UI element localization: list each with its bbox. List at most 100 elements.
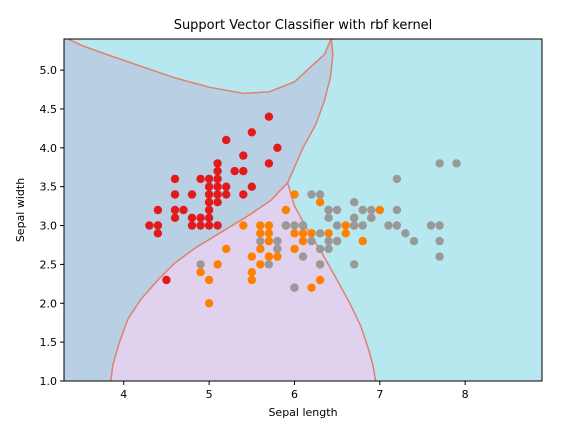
data-point-class-2-7 <box>290 221 299 230</box>
data-point-class-2-11 <box>307 236 316 246</box>
data-point-class-2-12 <box>315 229 325 238</box>
data-point-class-1-13 <box>264 236 274 246</box>
decision-boundary-0-1 <box>110 182 289 381</box>
data-point-class-1-28 <box>307 283 316 292</box>
x-axis-label: Sepal length <box>268 406 337 419</box>
data-point-class-1-36 <box>341 221 350 230</box>
data-point-class-2-42 <box>298 221 308 230</box>
data-point-class-0-3 <box>153 229 163 238</box>
y-axis-ticks: 1.0 1.5 2.0 2.5 3.0 3.5 4.0 4.5 5.0 <box>40 64 64 388</box>
data-point-class-2-2 <box>264 260 274 269</box>
data-point-class-2-30 <box>384 221 393 230</box>
data-point-class-1-27 <box>307 229 316 238</box>
data-point-class-2-10 <box>307 190 316 199</box>
y-tick-label: 3.0 <box>40 220 58 233</box>
data-point-class-0-2 <box>153 221 163 230</box>
data-point-class-0-7 <box>170 205 180 215</box>
y-axis-label: Sepal width <box>14 178 27 242</box>
decision-region-class-1 <box>110 182 376 381</box>
plot-area <box>64 39 542 381</box>
data-point-class-2-41 <box>452 159 461 168</box>
data-point-class-0-15 <box>196 221 205 230</box>
plot-frame <box>63 38 543 382</box>
data-point-class-2-40 <box>435 252 444 261</box>
data-point-class-2-39 <box>435 236 444 246</box>
data-point-class-2-34 <box>401 229 410 238</box>
data-point-class-0-5 <box>170 174 180 184</box>
data-point-class-0-1 <box>153 205 163 215</box>
data-point-class-2-24 <box>350 198 359 207</box>
data-point-class-1-22 <box>290 244 299 254</box>
data-point-class-0-33 <box>239 190 248 199</box>
data-point-class-2-29 <box>367 213 376 222</box>
data-point-class-0-14 <box>196 213 205 222</box>
data-point-class-2-32 <box>392 205 402 215</box>
y-tick-label: 2.0 <box>40 297 58 310</box>
data-point-class-2-25 <box>350 221 359 230</box>
data-point-class-0-30 <box>230 166 239 176</box>
data-point-class-1-4 <box>222 244 231 254</box>
data-point-class-1-8 <box>247 252 256 261</box>
x-axis-ticks: 4 5 6 7 8 <box>120 381 469 401</box>
y-tick-label: 3.5 <box>40 181 58 194</box>
data-point-class-1-41 <box>375 205 384 215</box>
data-point-class-2-36 <box>426 221 436 230</box>
data-point-class-1-23 <box>290 190 299 199</box>
data-point-class-0-39 <box>213 221 222 230</box>
data-point-class-0-41 <box>204 213 214 222</box>
y-tick-label: 1.5 <box>40 336 58 349</box>
data-point-class-2-4 <box>273 244 282 254</box>
data-point-class-0-10 <box>187 190 197 199</box>
data-point-class-0-32 <box>239 166 248 176</box>
data-point-class-1-19 <box>281 205 291 215</box>
data-point-class-0-40 <box>213 174 222 184</box>
data-point-class-0-18 <box>204 190 214 199</box>
data-point-class-0-19 <box>204 198 214 207</box>
data-point-class-2-21 <box>332 205 342 215</box>
y-tick-label: 4.5 <box>40 103 58 116</box>
y-tick-label: 2.5 <box>40 258 58 271</box>
data-point-class-1-31 <box>315 198 325 207</box>
data-point-class-2-37 <box>435 159 444 168</box>
data-point-class-0-9 <box>179 205 188 215</box>
data-point-class-2-23 <box>350 260 359 269</box>
data-point-class-0-35 <box>247 182 256 191</box>
data-point-class-1-42 <box>273 252 282 261</box>
data-point-class-0-29 <box>222 190 231 199</box>
data-point-class-0-34 <box>247 128 256 137</box>
data-point-class-1-24 <box>298 236 308 246</box>
data-point-class-1-25 <box>298 229 308 238</box>
data-point-class-2-31 <box>392 174 402 184</box>
data-point-class-2-22 <box>332 236 342 246</box>
data-point-class-2-27 <box>358 205 367 215</box>
data-point-class-2-14 <box>315 260 325 269</box>
data-point-class-2-16 <box>324 244 333 254</box>
y-tick-label: 1.0 <box>40 375 58 388</box>
data-point-class-1-39 <box>358 236 367 246</box>
data-point-class-1-14 <box>264 221 274 230</box>
data-point-class-0-37 <box>264 159 274 168</box>
data-point-class-1-21 <box>290 229 299 238</box>
data-point-class-0-21 <box>204 221 214 230</box>
data-point-class-1-9 <box>256 229 265 238</box>
scatter-points <box>145 112 461 308</box>
data-point-class-1-5 <box>239 221 248 230</box>
decision-boundary-0-2 <box>67 39 332 95</box>
data-point-class-2-8 <box>298 252 308 261</box>
data-point-class-2-0 <box>196 260 205 269</box>
data-point-class-0-11 <box>187 213 197 222</box>
y-tick-label: 4.0 <box>40 142 58 155</box>
decision-boundary-1-2 <box>286 39 377 381</box>
data-point-class-1-11 <box>256 260 265 269</box>
data-point-class-0-24 <box>213 182 222 191</box>
data-point-class-2-15 <box>315 190 325 199</box>
data-point-class-2-26 <box>358 221 367 230</box>
data-point-class-1-29 <box>315 275 325 285</box>
data-point-class-1-3 <box>213 260 222 269</box>
data-point-class-0-23 <box>213 166 222 176</box>
data-point-class-0-20 <box>204 205 214 215</box>
data-point-class-1-2 <box>204 275 214 285</box>
x-tick-label: 4 <box>120 388 127 401</box>
